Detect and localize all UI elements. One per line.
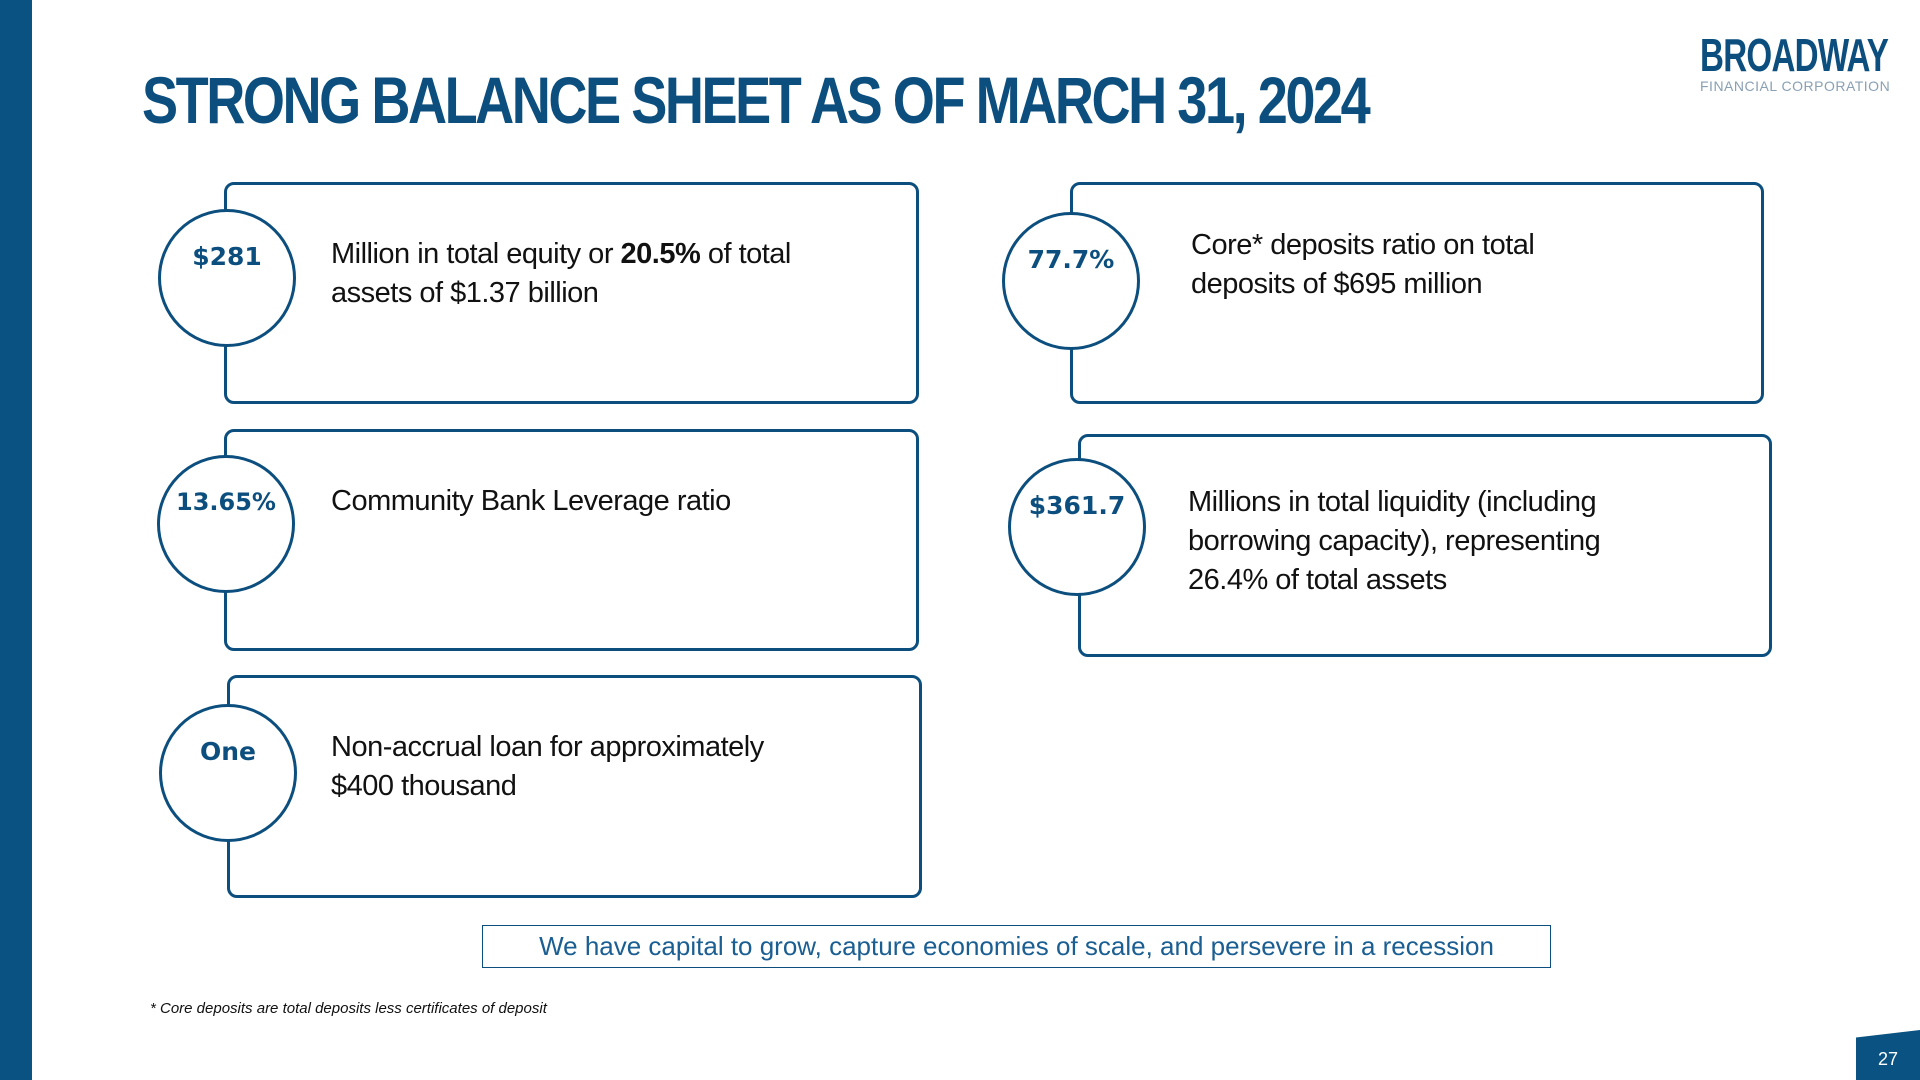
- card-leverage-ratio: Community Bank Leverage ratio: [224, 429, 919, 651]
- card-text: Core* deposits ratio on total deposits o…: [1191, 229, 1535, 300]
- value-circle: One: [159, 704, 297, 842]
- page-title: STRONG BALANCE SHEET AS OF MARCH 31, 202…: [142, 63, 1371, 137]
- circle-value: 13.65%: [176, 488, 276, 516]
- company-logo: BROADWAY FINANCIAL CORPORATION: [1700, 32, 1900, 94]
- card-text-part: Million in total equity or: [331, 238, 621, 270]
- value-circle: $361.7: [1008, 458, 1146, 596]
- card-text-bold: 20.5%: [620, 238, 701, 270]
- value-circle: 77.7%: [1002, 212, 1140, 350]
- card-total-liquidity: Millions in total liquidity (including b…: [1078, 434, 1772, 657]
- value-circle: $281: [158, 209, 296, 347]
- page-number-badge: 27: [1856, 1030, 1920, 1080]
- card-text: Community Bank Leverage ratio: [331, 485, 731, 517]
- card-total-equity: Million in total equity or 20.5% of tota…: [224, 182, 919, 404]
- tagline-box: We have capital to grow, capture economi…: [482, 925, 1551, 968]
- value-circle: 13.65%: [157, 455, 295, 593]
- card-text-part: of total assets of $1.37 billion: [331, 238, 791, 309]
- card-text: Million in total equity or 20.5% of tota…: [331, 235, 811, 313]
- card-core-deposits: Core* deposits ratio on total deposits o…: [1070, 182, 1764, 404]
- circle-value: $281: [192, 241, 262, 271]
- left-accent-bar: [0, 0, 32, 1080]
- logo-subtitle: FINANCIAL CORPORATION: [1700, 78, 1891, 94]
- card-text: Non-accrual loan for approximately $400 …: [331, 731, 764, 802]
- circle-value: 77.7%: [1027, 244, 1115, 274]
- footnote: * Core deposits are total deposits less …: [150, 1000, 547, 1017]
- card-text: Millions in total liquidity (including b…: [1188, 486, 1601, 596]
- page-number: 27: [1877, 1049, 1899, 1069]
- logo-name: BROADWAY: [1700, 29, 1889, 81]
- card-non-accrual-loan: Non-accrual loan for approximately $400 …: [227, 675, 922, 898]
- circle-value: $361.7: [1028, 490, 1126, 520]
- circle-value: One: [199, 736, 256, 766]
